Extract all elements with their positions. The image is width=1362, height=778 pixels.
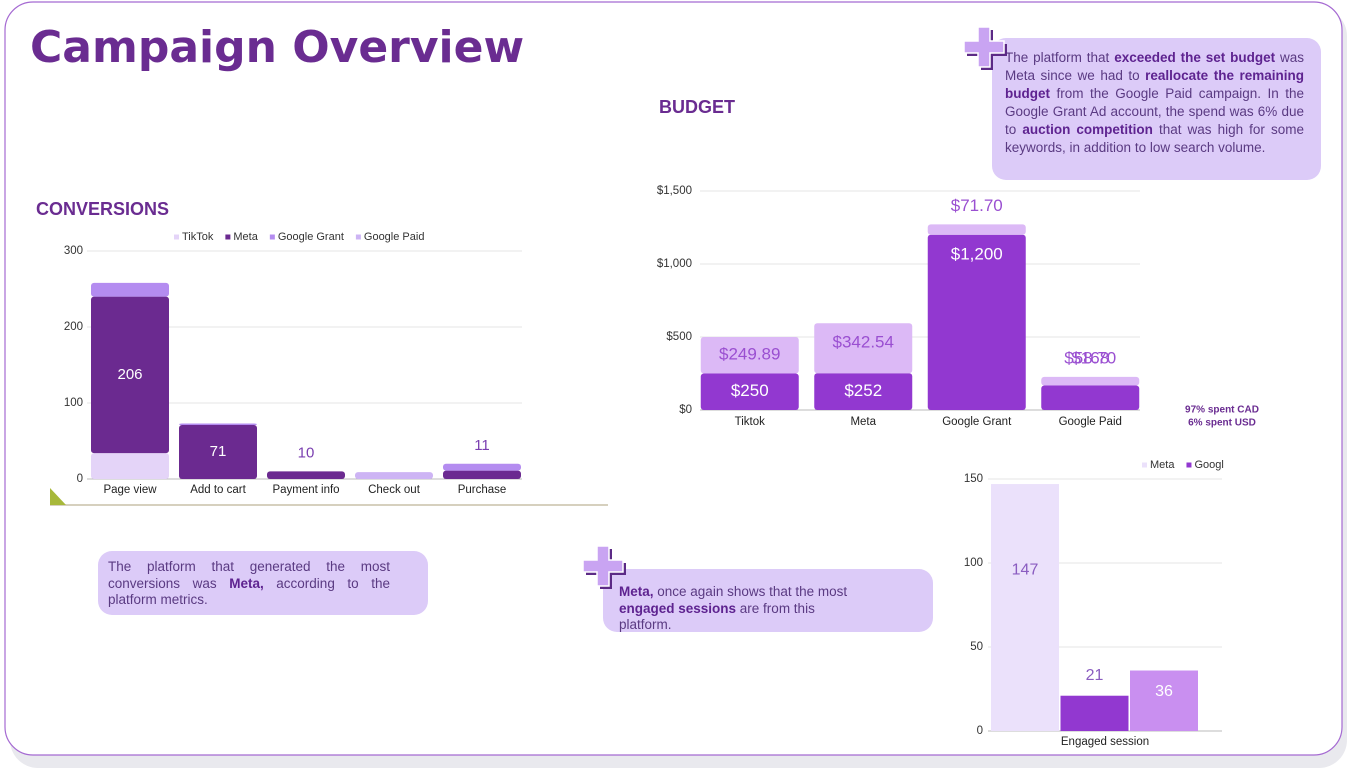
data-label: $58.70 xyxy=(1064,348,1116,367)
bar-segment xyxy=(1041,376,1140,386)
note-text: according to the platform metrics. xyxy=(108,575,390,608)
x-tick-label: Google Paid xyxy=(1059,416,1122,428)
data-label: $250 xyxy=(731,381,769,400)
note-text: that was high for some keywords, in addi… xyxy=(1005,122,1304,155)
legend-swatch xyxy=(355,234,361,240)
bar-segment xyxy=(443,463,521,471)
note: Meta, once again shows that the most eng… xyxy=(603,569,933,632)
bar xyxy=(1060,695,1129,731)
legend-label: Meta xyxy=(1150,459,1175,471)
x-tick-label: Purchase xyxy=(458,484,507,496)
legend-label: TikTok xyxy=(182,231,214,243)
x-tick-label: Add to cart xyxy=(190,484,246,496)
y-tick-label: 200 xyxy=(64,321,83,333)
note-text: Meta, xyxy=(229,575,264,591)
note-text: The platform that generated the most con… xyxy=(108,559,390,591)
note-text: Meta, xyxy=(619,584,654,599)
legend-swatch xyxy=(269,234,275,240)
bar-segment xyxy=(700,337,799,374)
legend-swatch xyxy=(1186,462,1192,468)
data-label: 21 xyxy=(1086,667,1104,684)
data-label: 71 xyxy=(210,443,227,460)
x-tick-label: Tiktok xyxy=(735,416,765,428)
y-tick-label: 50 xyxy=(970,641,983,653)
note-text: was Meta since we had to xyxy=(1005,50,1304,83)
note-text: from the Google Paid campaign. In the Go… xyxy=(1005,86,1304,137)
data-label: $342.54 xyxy=(833,333,894,352)
note: The platform that exceeded the set budge… xyxy=(992,38,1321,180)
note-text: The platform that xyxy=(1005,50,1115,65)
data-label: 206 xyxy=(117,366,142,383)
bar xyxy=(991,484,1059,731)
y-tick-label: $500 xyxy=(666,331,692,343)
x-tick-label: Page view xyxy=(103,484,157,496)
bar-segment xyxy=(814,323,913,374)
note-text: auction competition xyxy=(1022,122,1153,137)
data-label: $252 xyxy=(844,381,882,400)
y-tick-label: 100 xyxy=(64,397,83,409)
annotation: 97% spent CAD xyxy=(1185,405,1259,416)
corner-decoration xyxy=(50,488,66,505)
y-tick-label: $1,000 xyxy=(657,258,692,270)
x-tick-label: Google Grant xyxy=(942,416,1012,428)
data-label: 11 xyxy=(474,437,490,454)
y-tick-label: $1,500 xyxy=(657,185,692,197)
note-text: exceeded the set budget xyxy=(1114,50,1276,65)
legend-label: Google Grant xyxy=(278,231,344,243)
x-tick-label: Payment info xyxy=(272,484,339,496)
chart-title: CONVERSIONS xyxy=(36,199,169,219)
bar-segment xyxy=(1041,385,1140,410)
y-tick-label: $0 xyxy=(679,404,692,416)
bar-segment xyxy=(179,423,257,426)
page-title: Campaign Overview xyxy=(30,22,524,73)
data-label: $249.89 xyxy=(719,345,780,364)
legend-swatch xyxy=(225,234,231,240)
data-label: 10 xyxy=(298,444,315,461)
data-label: $71.70 xyxy=(951,196,1003,215)
y-tick-label: 100 xyxy=(964,557,983,569)
data-label: $168 xyxy=(1071,348,1109,367)
data-label: 36 xyxy=(1155,683,1173,700)
legend-swatch xyxy=(1142,462,1147,468)
y-tick-label: 0 xyxy=(977,725,983,737)
x-tick-label: Engaged session xyxy=(1061,736,1149,748)
bar xyxy=(1130,670,1198,731)
note-text: are from this platform. xyxy=(619,600,815,633)
x-tick-label: Check out xyxy=(368,484,421,496)
y-tick-label: 150 xyxy=(964,473,983,485)
bar-segment xyxy=(91,453,169,479)
annotation: 6% spent USD xyxy=(1188,418,1256,429)
bar-segment xyxy=(700,373,799,410)
note: The platform that generated the most con… xyxy=(98,551,428,615)
bar-segment xyxy=(91,296,169,454)
bar-segment xyxy=(443,470,521,479)
bar-segment xyxy=(355,472,433,479)
y-tick-label: 0 xyxy=(77,473,83,485)
plus-icon xyxy=(963,26,1007,70)
bar-segment xyxy=(814,373,913,410)
note-text: once again shows that the most xyxy=(653,584,848,599)
bar-segment xyxy=(179,425,257,479)
plus-icon xyxy=(582,545,626,589)
chart-title: BUDGET xyxy=(659,97,735,117)
note-text: engaged sessions xyxy=(619,600,737,616)
legend-swatch xyxy=(174,234,179,240)
legend-label: Google Paid xyxy=(364,231,425,243)
data-label: $1,200 xyxy=(951,244,1003,263)
bar-segment xyxy=(927,224,1026,235)
note-text: reallocate the remaining budget xyxy=(1005,68,1304,101)
bar-segment xyxy=(927,234,1026,410)
legend-label: Googl xyxy=(1194,459,1223,471)
legend-label: Meta xyxy=(233,231,258,243)
x-tick-label: Meta xyxy=(850,416,876,428)
bar-segment xyxy=(91,282,169,297)
y-tick-label: 300 xyxy=(64,245,83,257)
data-label: 147 xyxy=(1012,562,1039,579)
bar-segment xyxy=(267,471,345,479)
